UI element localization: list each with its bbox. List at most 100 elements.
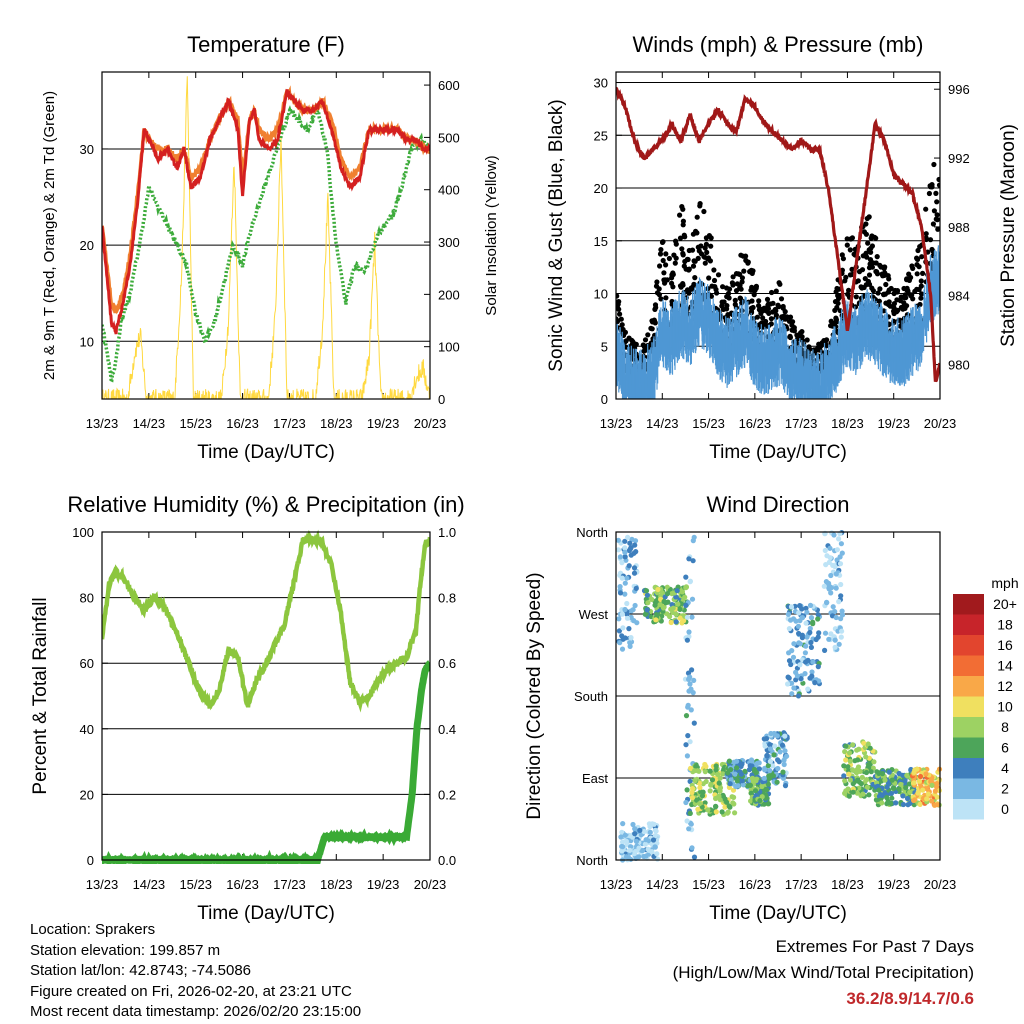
winds-gust-dot: [915, 247, 921, 254]
winddir-dot: [805, 686, 811, 692]
winds-gust-dot: [641, 348, 647, 354]
winddir-dot: [889, 777, 895, 783]
winds-gust-dot: [859, 267, 866, 273]
humidity-y2tick-label: 0.8: [438, 591, 456, 606]
winds-xtick-label: 14/23: [646, 416, 679, 431]
winddir-dot: [782, 733, 788, 739]
winddir-dot: [911, 780, 917, 786]
winds-gust-dot: [740, 253, 746, 259]
winddir-dot: [808, 639, 814, 646]
winds-y2label: Station Pressure (Maroon): [998, 124, 1019, 347]
winddir-dot: [858, 781, 864, 787]
temperature-ytick-label: 30: [80, 142, 94, 157]
winddir-xtick-label: 16/23: [739, 877, 772, 892]
winddir-dot: [833, 571, 839, 577]
winds-gust-dot: [934, 199, 940, 205]
temperature-xtick-label: 18/23: [320, 416, 353, 431]
winddir-dot: [868, 769, 874, 775]
winds-gust-dot: [748, 305, 755, 311]
winds-gust-dot: [697, 203, 703, 209]
speed-legend: mph 20+ 18 16 14 12 10 8 6 4 2 0: [953, 575, 1019, 820]
winddir-dot: [766, 801, 772, 807]
winddir-dot: [934, 780, 940, 787]
humidity-y2tick-label: 0.0: [438, 853, 456, 868]
speed-legend-label: 20+: [993, 596, 1017, 612]
winds-gust-dot: [883, 281, 889, 288]
winddir-dot: [683, 799, 689, 806]
winddir-dot: [815, 616, 821, 622]
winds-xlabel: Time (Day/UTC): [709, 442, 847, 463]
winddir-dot: [689, 614, 695, 620]
winds-gust-dot: [906, 277, 913, 283]
winddir-dot: [893, 800, 899, 806]
winds-ytick-label: 25: [594, 128, 608, 143]
winddir-dot: [753, 769, 759, 775]
winds-gust-dot: [931, 161, 937, 168]
winds-gust-dot: [726, 295, 732, 301]
speed-legend-label: 12: [997, 678, 1013, 694]
winddir-dot: [702, 769, 708, 775]
winddir-dot: [684, 818, 690, 824]
winddir-dot: [759, 783, 765, 790]
winds-gust-dot: [787, 314, 794, 320]
winddir-dot: [631, 550, 637, 556]
winddir-dot: [807, 625, 813, 632]
winddir-dot: [683, 602, 689, 609]
winds-gust-dot: [662, 280, 668, 286]
winddir-dot: [624, 575, 630, 581]
winddir-dot: [839, 628, 845, 634]
winds-gust-dot: [652, 319, 658, 325]
temperature-panel: Temperature (F) Time (Day/UTC) 13/23 14/23 1…: [41, 32, 500, 463]
winddir-dot: [767, 746, 774, 752]
temperature-ytick-label: 20: [80, 238, 94, 253]
winddir-dot: [686, 629, 692, 635]
winds-gust-dot: [737, 284, 743, 291]
winds-gust-dot: [781, 313, 787, 319]
winddir-dot: [728, 777, 734, 783]
winddir-dot: [715, 771, 721, 778]
winddir-dot: [734, 765, 740, 771]
winds-gust-dot: [670, 270, 676, 276]
winddir-dot: [936, 787, 942, 794]
winds-gust-dot: [927, 237, 934, 243]
winddir-dot: [847, 758, 853, 764]
winddir-dot: [742, 768, 748, 774]
winddir-dot: [866, 792, 872, 798]
winds-ytick-label: 30: [594, 76, 608, 91]
winds-gust-dot: [680, 252, 686, 258]
winddir-dot: [809, 669, 815, 675]
winddir-dot: [924, 796, 930, 802]
winddir-dot: [791, 685, 797, 691]
winddir-dot: [726, 803, 732, 809]
winddir-dot: [673, 594, 679, 600]
winds-gust-dot: [759, 320, 765, 326]
winddir-dot: [803, 620, 809, 626]
winds-gust-dot: [867, 257, 874, 263]
winddir-dot: [622, 591, 628, 597]
winddir-dot: [657, 602, 663, 608]
winddir-dot: [759, 794, 765, 800]
winds-gust-dot: [806, 344, 812, 350]
winddir-dot: [776, 759, 782, 765]
winddir-dot: [688, 765, 694, 772]
winddir-dot: [640, 847, 646, 854]
winddir-dot: [644, 607, 650, 613]
winddir-dot: [828, 590, 834, 596]
winddir-dot: [620, 625, 626, 631]
winddir-dot: [925, 791, 931, 797]
winddir-dot: [822, 547, 828, 554]
winddir-dot: [617, 640, 623, 646]
winds-gust-dot: [713, 286, 719, 293]
speed-legend-label: 2: [1001, 781, 1009, 797]
winddir-dot: [747, 782, 754, 789]
winds-gust-dot: [880, 264, 886, 270]
winds-gust-dot: [690, 231, 697, 237]
humidity-xtick-label: 20/23: [414, 877, 447, 892]
winds-gust-dot: [725, 290, 732, 297]
winddir-dot: [902, 778, 908, 784]
winddir-dot: [653, 617, 659, 623]
winddir-dot: [689, 667, 695, 673]
winds-gust-dot: [633, 341, 639, 347]
speed-legend-label: 8: [1001, 719, 1009, 735]
